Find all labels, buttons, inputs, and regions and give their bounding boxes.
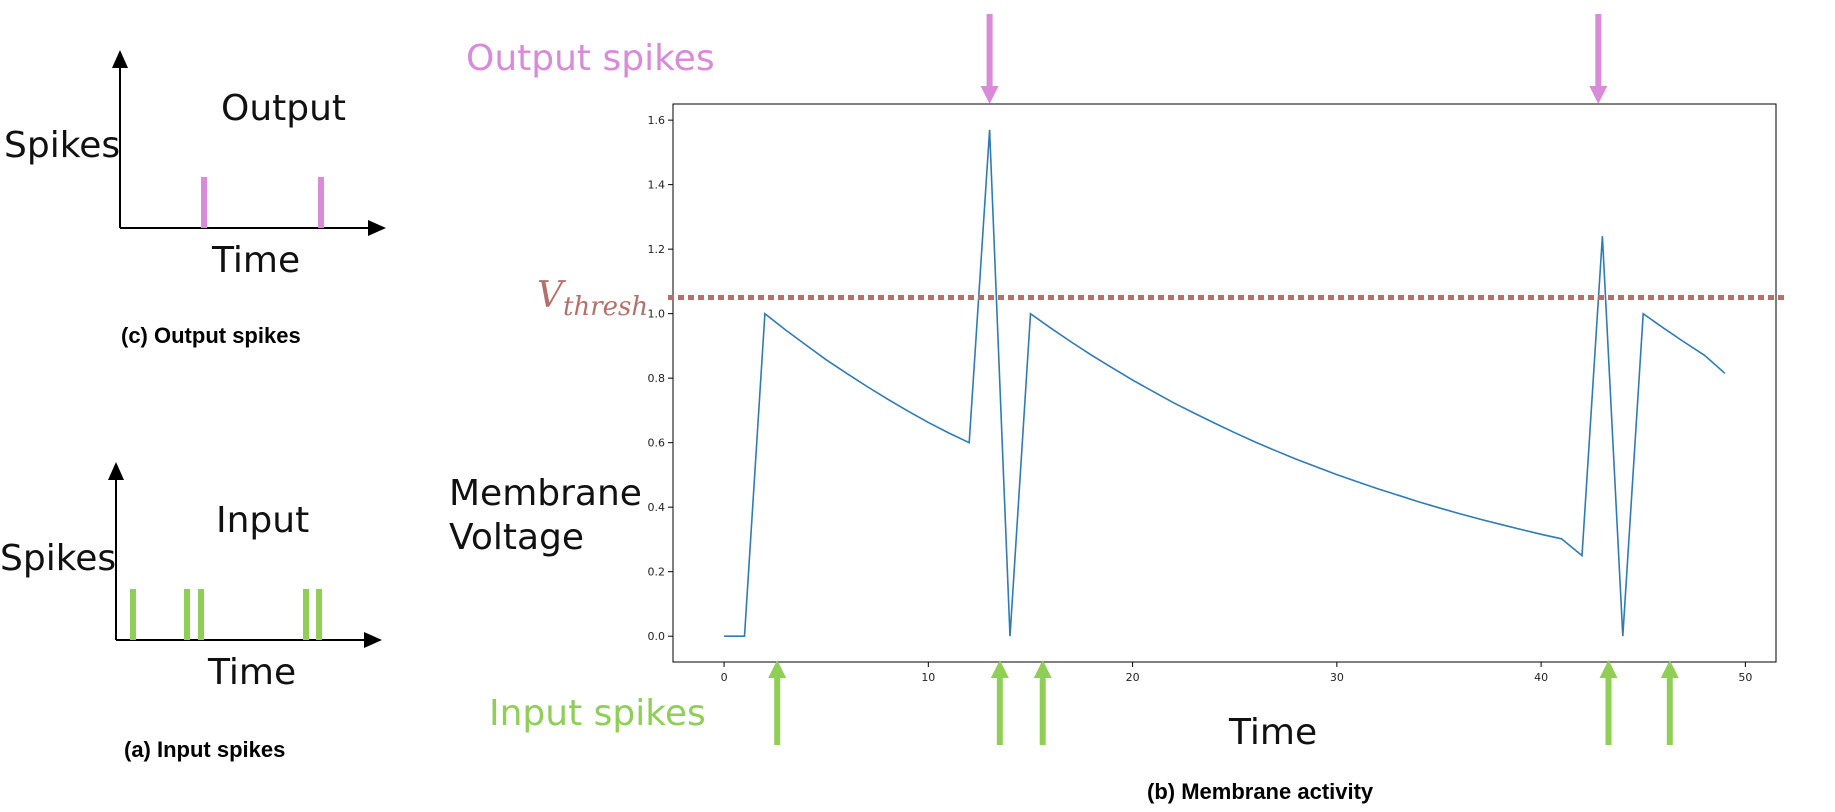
panel-c-xlabel: Time <box>211 240 300 281</box>
y-tick-label: 1.4 <box>648 179 666 192</box>
panel-b-caption: (b) Membrane activity <box>1147 779 1374 804</box>
threshold-label: Vthresh <box>537 275 648 322</box>
panel-b-membrane-activity: 0 10 20 30 40 50 0.0 0.2 0.4 0.6 0.8 1.0 1.2 1.4 1.6 O… <box>449 14 1786 804</box>
x-tick-label: 20 <box>1126 671 1140 684</box>
x-tick-label: 40 <box>1534 671 1548 684</box>
membrane-voltage-line <box>724 129 1726 638</box>
output-spike-arrow <box>1589 14 1608 104</box>
input-spike-bar <box>198 589 204 640</box>
y-tick-label: 0.8 <box>648 372 666 385</box>
threshold-symbol: V <box>537 275 567 316</box>
panel-c-ylabel: Spikes <box>4 125 120 166</box>
input-spikes-label: Input spikes <box>489 693 706 734</box>
plot-frame <box>672 103 1777 663</box>
input-spike-bar <box>316 589 322 640</box>
y-tick-label: 1.2 <box>648 243 666 256</box>
x-tick-label: 0 <box>721 671 728 684</box>
panel-c-caption: (c) Output spikes <box>121 323 301 348</box>
panel-a-caption: (a) Input spikes <box>124 737 285 762</box>
output-spike-bar <box>318 177 324 228</box>
tick-labels: 0 10 20 30 40 50 0.0 0.2 0.4 0.6 0.8 1.0 1.2 1.4 1.6 <box>648 114 1753 684</box>
input-spike-arrow <box>1660 660 1679 745</box>
input-spike-bar <box>130 589 136 640</box>
x-tick-label: 50 <box>1738 671 1752 684</box>
panel-c-title: Output <box>221 88 346 129</box>
membrane-voltage-label-line1: Membrane <box>449 473 642 514</box>
panel-a-title: Input <box>216 500 309 541</box>
y-tick-label: 0.2 <box>648 566 666 579</box>
panel-a-input-spikes: Spikes Input Time (a) Input spikes <box>0 462 382 762</box>
panel-a-ylabel: Spikes <box>0 538 116 579</box>
input-spike-bar <box>184 589 190 640</box>
output-spike-arrow <box>980 14 999 104</box>
threshold-subscript: thresh <box>563 292 648 322</box>
y-tick-label: 0.4 <box>648 501 666 514</box>
panel-b-xlabel: Time <box>1228 712 1317 753</box>
x-tick-label: 10 <box>921 671 935 684</box>
y-tick-label: 1.6 <box>648 114 666 127</box>
spike-arrows <box>768 14 1679 745</box>
input-spike-arrow <box>1033 660 1052 745</box>
panel-c-output-spikes: Spikes Output Time (c) Output spikes <box>4 50 386 348</box>
input-spike-arrow <box>1599 660 1618 745</box>
input-spike-arrow <box>990 660 1009 745</box>
y-tick-label: 1.0 <box>648 308 666 321</box>
membrane-voltage-label-line2: Voltage <box>449 517 584 558</box>
y-tick-label: 0.0 <box>648 630 666 643</box>
input-spike-arrow <box>768 660 787 745</box>
x-tick-label: 30 <box>1330 671 1344 684</box>
output-spike-bar <box>201 177 207 228</box>
input-spike-bar <box>303 589 309 640</box>
output-spikes-label: Output spikes <box>466 38 715 79</box>
y-tick-label: 0.6 <box>648 437 666 450</box>
panel-a-xlabel: Time <box>207 652 296 693</box>
